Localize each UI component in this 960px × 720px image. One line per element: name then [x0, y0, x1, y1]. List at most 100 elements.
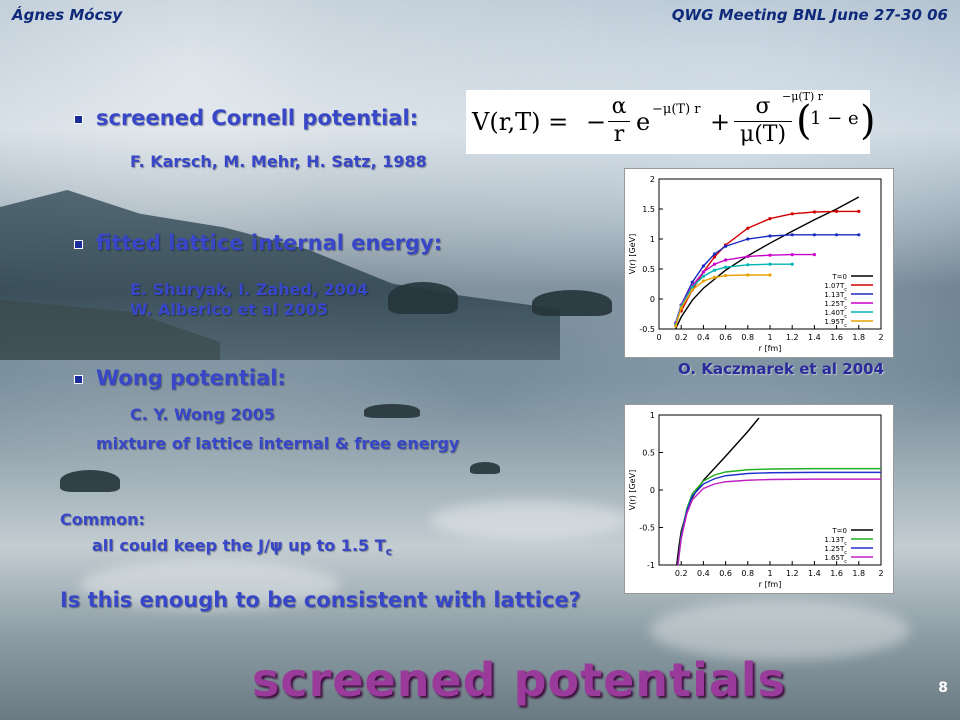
x-tick-label: 1.4 [808, 569, 821, 578]
data-point [857, 233, 861, 237]
x-tick-label: 0.8 [741, 569, 754, 578]
ref-karsch: F. Karsch, M. Mehr, H. Satz, 1988 [130, 152, 427, 171]
y-tick-label: 0 [650, 295, 655, 304]
x-tick-label: 0.2 [675, 569, 688, 578]
wong-potential-chart: 0.2 0.4 0.6 0.8 1 1.2 1.4 1.6 1.8 2 -1 -0.5 0 0.5 1 r [… [628, 411, 884, 589]
x-tick-label: 1 [767, 333, 772, 342]
x-tick-label: 1.6 [830, 333, 843, 342]
data-point [746, 254, 750, 258]
data-point [712, 275, 717, 279]
series-line-2 [674, 234, 859, 324]
data-point [679, 306, 683, 310]
data-point [812, 210, 816, 214]
x-tick-label: 1.2 [786, 333, 799, 342]
x-tick-label: 2 [878, 569, 883, 578]
formula-plus: + [710, 108, 731, 136]
legend-label-1: 1.13Tc [824, 536, 847, 547]
x-tick-label: 0.4 [697, 333, 710, 342]
x-tick-label: 0.6 [719, 569, 732, 578]
common-statement: all could keep the J/ψ up to 1.5 Tc [92, 536, 393, 559]
legend-label-1: 1.07Tc [824, 282, 847, 293]
data-point [712, 252, 717, 256]
plot-frame [658, 414, 882, 566]
data-point [701, 274, 705, 278]
y-tick-label: -0.5 [639, 524, 655, 533]
x-tick-label: 1.2 [786, 569, 799, 578]
sea-rock [388, 282, 458, 314]
bullet-screened-cornell: screened Cornell potential: [96, 106, 419, 130]
wave-foam [430, 500, 630, 540]
wong-potential-chart-panel: 0.2 0.4 0.6 0.8 1 1.2 1.4 1.6 1.8 2 -1 -0.5 0 0.5 1 r [… [624, 404, 894, 594]
series-line-0 [676, 417, 760, 566]
legend-label-3: 1.65Tc [824, 554, 847, 565]
legend-label-2: 1.25Tc [824, 545, 847, 556]
series-line-4 [674, 263, 793, 325]
data-point [724, 244, 728, 248]
y-tick-label: 1 [650, 411, 655, 420]
x-tick-label: 1.8 [852, 569, 865, 578]
bullet-wong: Wong potential: [96, 366, 286, 390]
data-point [712, 268, 717, 272]
bullet-marker [74, 240, 83, 249]
bullet-marker [74, 375, 83, 384]
data-point [768, 234, 772, 238]
lattice-potential-chart: 0 0.2 0.4 0.6 0.8 1 1.2 1.4 1.6 1.8 2-0.500.511.52… [628, 175, 884, 353]
data-point [835, 209, 839, 213]
formula-paren-open: ( [796, 98, 812, 144]
x-axis-label: r [fm] [759, 580, 782, 589]
data-point [701, 279, 705, 283]
subscript-c: c [385, 545, 393, 559]
data-point [746, 237, 750, 241]
chart-caption-kaczmarek: O. Kaczmarek et al 2004 [678, 360, 885, 378]
data-point [746, 226, 750, 230]
bullet-marker [74, 115, 83, 124]
data-point [790, 262, 794, 266]
data-point [812, 233, 816, 237]
y-tick-label: 1 [650, 235, 655, 244]
sea-rock [60, 470, 120, 492]
x-tick-label: 1.4 [808, 333, 821, 342]
data-point [768, 262, 772, 266]
data-point [674, 324, 678, 328]
y-tick-label: 0.5 [642, 265, 655, 274]
series-line-1 [677, 467, 881, 566]
x-tick-label: 0.8 [741, 333, 754, 342]
formula-lhs: V(r,T) = [472, 108, 569, 136]
psi-symbol: ψ [269, 536, 283, 555]
x-tick-label: 0.4 [697, 569, 710, 578]
y-tick-label: 1.5 [642, 205, 655, 214]
legend-label-5: 1.95Tc [824, 318, 847, 329]
data-point [690, 285, 694, 289]
data-point [690, 288, 694, 292]
common-label: Common: [60, 510, 145, 529]
legend-label-2: 1.13Tc [824, 291, 847, 302]
x-tick-label: 0 [656, 333, 661, 342]
data-point [768, 273, 772, 277]
formula-fraction-sigma: σ μ(T) [734, 94, 792, 147]
formula-exp-sup: −μ(T) r [652, 102, 701, 117]
data-point [857, 209, 861, 213]
data-point [768, 253, 772, 257]
data-point [701, 264, 705, 268]
x-tick-label: 1.8 [852, 333, 865, 342]
y-tick-label: 0 [650, 486, 655, 495]
x-axis-label: r [fm] [759, 344, 782, 353]
x-tick-label: 0.6 [719, 333, 732, 342]
x-tick-label: 0.2 [675, 333, 688, 342]
sea-rock [364, 404, 420, 418]
question-text: Is this enough to be consistent with lat… [60, 588, 581, 612]
formula-minus: − [586, 108, 607, 136]
data-point [790, 212, 794, 216]
formula-exp2-sup: −μ(T) r [782, 90, 824, 103]
ref-alberico: W. Alberico et al 2005 [130, 300, 329, 319]
formula-paren-close: ) [860, 98, 876, 144]
slide-title: screened potentials [252, 653, 787, 707]
data-point [768, 217, 772, 221]
wave-foam [650, 600, 910, 660]
y-tick-label: -0.5 [639, 325, 655, 334]
x-tick-label: 1 [767, 569, 772, 578]
data-point [835, 233, 839, 237]
data-point [712, 262, 717, 266]
wong-description: mixture of lattice internal & free energ… [96, 434, 460, 453]
